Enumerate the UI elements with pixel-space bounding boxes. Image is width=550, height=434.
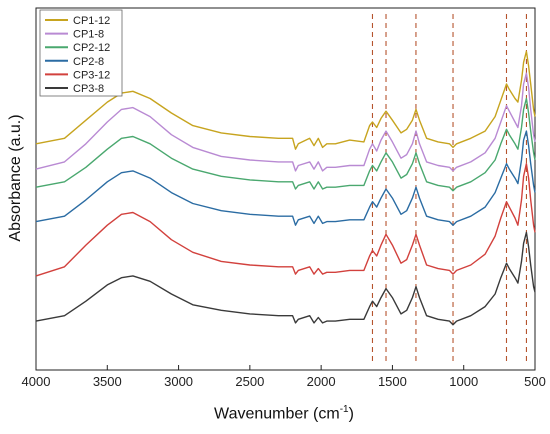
series-line — [35, 163, 536, 277]
x-tick-label: 500 — [524, 374, 546, 389]
series-lines — [35, 50, 536, 326]
series-line — [35, 72, 536, 172]
x-tick-label: 3000 — [164, 374, 193, 389]
x-axis-ticks: 4000 3500 3000 2500 2000 1500 1000 500 — [22, 365, 546, 389]
y-axis-label: Absorbance (a.u.) — [7, 114, 24, 242]
legend-label: CP3-12 — [73, 69, 110, 81]
x-axis-label-text: Wavenumber (cm — [214, 405, 340, 423]
x-tick-label: 1000 — [449, 374, 478, 389]
legend-box — [39, 9, 123, 97]
legend-label: CP2-12 — [73, 42, 110, 54]
x-axis-label: Wavenumber (cm-1) — [214, 404, 354, 423]
x-tick-label: 2500 — [235, 374, 264, 389]
legend-label: CP3-8 — [73, 83, 104, 95]
x-tick-label: 1500 — [378, 374, 407, 389]
x-tick-label: 4000 — [22, 374, 51, 389]
x-tick-label: 3500 — [93, 374, 122, 389]
legend-label: CP2-8 — [73, 56, 104, 68]
marker-lines — [371, 14, 527, 364]
series-line — [35, 231, 536, 326]
legend-label: CP1-12 — [73, 15, 110, 27]
x-axis-label-end: ) — [348, 405, 354, 423]
series-line — [35, 50, 536, 150]
x-axis-label-sup: -1 — [339, 404, 349, 415]
series-line — [35, 130, 536, 226]
x-tick-label: 2000 — [307, 374, 336, 389]
series-line — [35, 97, 536, 192]
legend-label: CP1-8 — [73, 29, 104, 41]
